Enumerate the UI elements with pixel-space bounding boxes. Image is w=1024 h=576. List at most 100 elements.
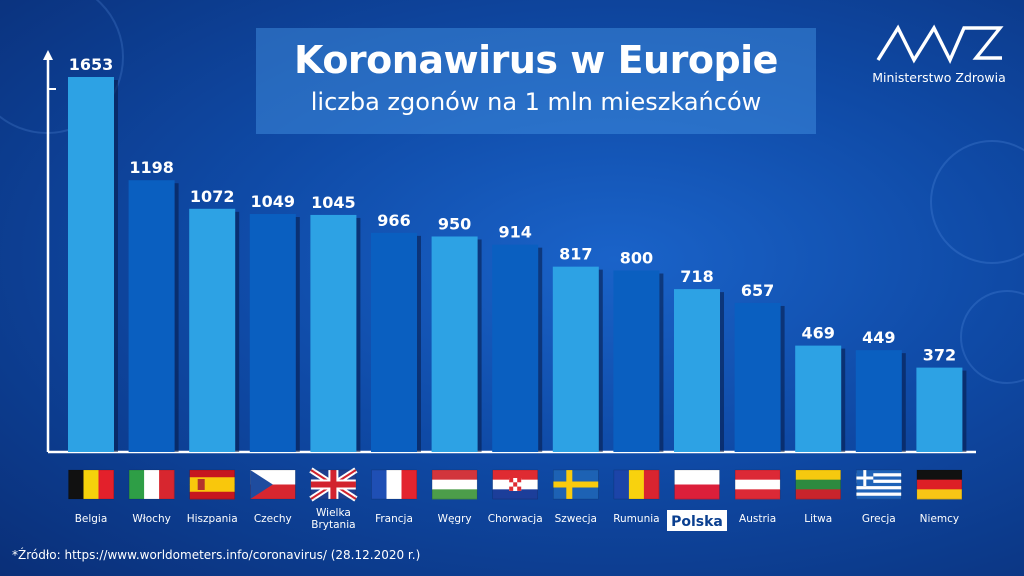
data-label: 1072 [190,187,235,206]
greece-flag-stripe [856,479,902,484]
lithuania-flag-border [795,469,841,500]
belgium-flag-border [68,469,114,500]
ministry-logo-icon [876,24,1004,65]
italy-flag-stripe [129,470,145,499]
greece-flag-stripe [856,489,902,493]
tick-label: Austria [739,513,776,525]
spain-flag-stripe [189,484,235,493]
italy-flag-stripe [159,470,175,499]
tick-label: Chorwacja [488,513,543,525]
united-kingdom-flag-border [310,469,357,500]
flag-belgium-icon [68,469,114,500]
greece-flag-stripe [856,473,902,477]
bar [128,180,175,452]
data-label: 469 [801,324,834,343]
czechia-flag-border [250,469,296,500]
romania-flag-stripe [628,470,645,499]
greece-flag-stripe [856,486,902,490]
data-label: 718 [680,267,713,286]
flag-germany-icon [916,469,963,500]
bar [795,345,842,452]
data-label: 1198 [129,158,174,177]
spain-flag-stripe [189,491,235,500]
austria-flag-stripe [735,489,781,500]
hungary-flag-stripe [432,470,478,481]
lithuania-flag-stripe [795,470,841,481]
title-box: Koronawirus w Europie liczba zgonów na 1… [256,28,816,134]
bar [674,289,720,452]
croatia-flag-check [509,478,514,483]
hungary-flag-border [431,469,478,500]
greece-flag-stripe [856,492,902,497]
flag-czechia-icon [250,469,296,500]
flag-france-icon [371,469,417,500]
austria-flag-stripe [735,470,781,481]
greece-flag-stripe [856,470,902,474]
croatia-flag-check [513,482,518,487]
data-label: 817 [559,245,592,264]
chart-title: Koronawirus w Europie [294,38,778,82]
flag-spain-icon [189,469,235,500]
tick-label: Francja [375,513,413,525]
tick-label: Polska [671,514,723,530]
spain-flag-emblem [197,479,205,490]
spain-flag-stripe [189,470,235,478]
data-label: 657 [741,281,774,300]
poland-flag-stripe [674,484,720,500]
tick-label: Belgia [75,513,108,525]
bar [371,232,417,452]
tick-label: Hiszpania [187,513,238,525]
tick-label: Węgry [438,513,472,525]
data-label: 966 [377,211,410,230]
bar [734,302,781,452]
ministry-logo: Ministerstwo Zdrowia [864,18,1014,90]
tick-label: Włochy [132,513,170,525]
romania-flag-stripe [613,470,630,499]
data-label: 1049 [251,192,296,211]
bar [189,208,236,452]
poland-flag-stripe [674,470,720,485]
tick-label: Litwa [804,513,832,525]
greece-flag-stripe [856,482,902,487]
bar [855,350,902,452]
y-axis-arrow [43,50,53,60]
flag-poland-icon [674,469,720,500]
germany-flag-stripe [916,489,962,500]
data-label: 1653 [69,55,114,74]
highlight-box [667,510,727,531]
tick-label: Czechy [254,513,292,525]
bar [68,77,114,452]
poland-flag-border [674,469,720,500]
spain-flag-border [189,469,235,500]
tick-label: Szwecja [555,513,597,525]
source-note: *Źródło: https://www.worldometers.info/c… [12,548,421,562]
romania-flag-stripe [643,470,660,499]
belgium-flag-stripe [83,470,99,499]
united-kingdom-flag-cross-red [310,481,356,488]
france-flag-stripe [401,470,417,499]
sweden-flag-border [553,469,599,500]
bar [431,236,478,452]
greece-flag-stripe [856,495,902,500]
croatia-flag-border [492,469,538,500]
france-flag-stripe [386,470,402,499]
flag-romania-icon [613,469,660,500]
france-flag-border [371,469,417,500]
tick-label: Rumunia [613,513,659,525]
croatia-flag-stripe [492,489,538,500]
greece-flag-cross [856,476,874,480]
lithuania-flag-stripe [795,479,841,490]
austria-flag-stripe [735,479,781,490]
data-label: 372 [923,346,956,365]
bar [613,270,660,452]
tick-label: Niemcy [920,513,959,525]
italy-flag-stripe [144,470,160,499]
sweden-flag-cross [553,481,599,488]
spain-flag-stripe [189,477,235,485]
bar [310,214,357,452]
flag-united-kingdom-icon [309,467,358,502]
austria-flag-border [734,469,781,500]
bar [492,244,539,452]
czechia-flag-triangle [250,470,273,499]
